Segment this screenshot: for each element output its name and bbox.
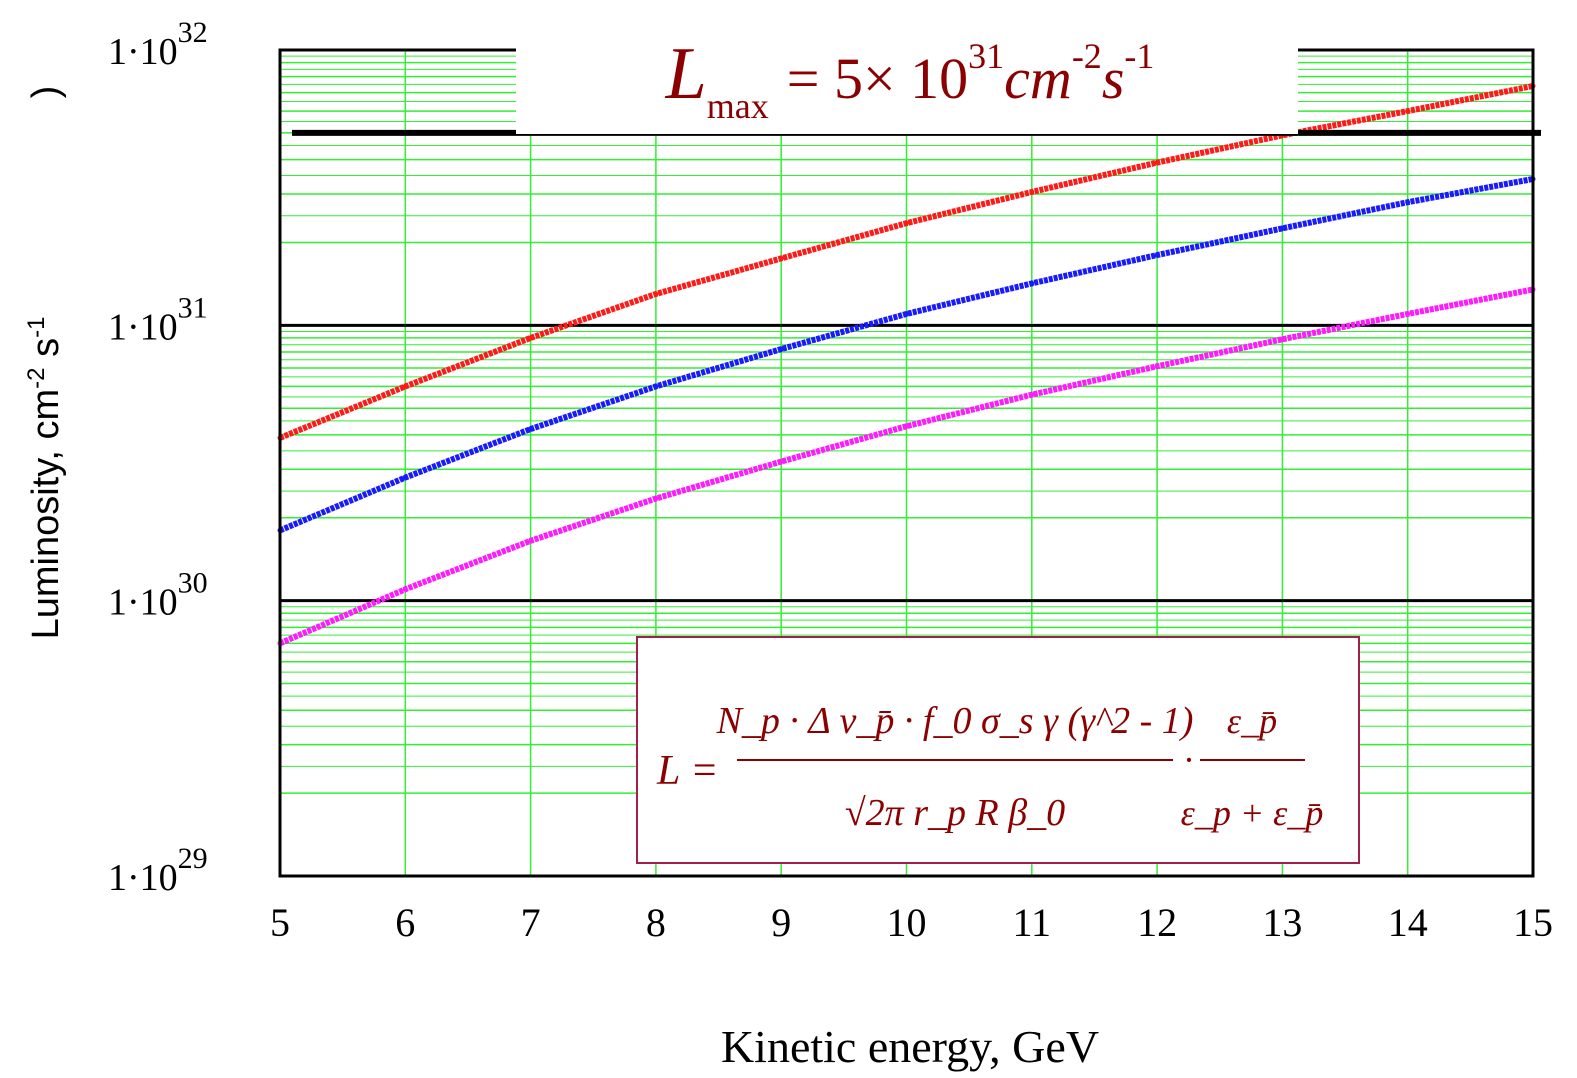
series-point [1154, 160, 1160, 166]
series-point [778, 346, 784, 352]
ylabel-exp2: -1 [23, 317, 50, 338]
title-symbol: L [665, 33, 707, 115]
series-point [1029, 280, 1035, 286]
series-point [904, 423, 909, 429]
series-point [653, 495, 659, 501]
series-point [904, 220, 909, 226]
series-point [1029, 189, 1035, 195]
x-tick-label: 11 [1013, 900, 1052, 945]
y-tick-label: 1·1030 [108, 567, 208, 624]
series-point [528, 335, 534, 341]
series-point [528, 426, 534, 432]
series-layer [277, 83, 1536, 647]
series-point [402, 383, 408, 389]
x-tick-label: 9 [771, 900, 791, 945]
series-point [1405, 108, 1411, 114]
series-point [904, 311, 909, 317]
series-point [1405, 199, 1411, 205]
series-point [778, 459, 784, 465]
series-point [1279, 336, 1285, 342]
title-exponent: 31 [968, 36, 1004, 76]
series-point [1405, 311, 1411, 317]
ylabel-mid: s [25, 338, 67, 368]
y-tick-label: 1·1031 [108, 291, 208, 348]
title-unit1-exp: -2 [1072, 36, 1102, 76]
x-tick-label: 6 [395, 900, 415, 945]
series-point [653, 383, 659, 389]
series-point [528, 538, 534, 544]
x-tick-label: 15 [1513, 900, 1553, 945]
title-unit2: s [1102, 46, 1125, 111]
series-point [1154, 363, 1160, 369]
x-tick-label: 14 [1388, 900, 1428, 945]
x-tick-labels: 5 6 7 8 9 10 11 12 13 14 15 [270, 900, 1553, 945]
series-point [653, 291, 659, 297]
x-axis-label: Kinetic energy, GeV [721, 1021, 1099, 1072]
title-background [516, 18, 1298, 134]
formula-lhs: L = [656, 748, 718, 794]
formula-box: L = N_p · Δ ν_p̄ · f_0 σ_s γ (γ^2 - 1) √… [636, 636, 1360, 864]
formula-numerator: N_p · Δ ν_p̄ · f_0 σ_s γ (γ^2 - 1) [716, 700, 1194, 742]
x-tick-label: 5 [270, 900, 290, 945]
title-unit1: cm [1004, 46, 1072, 111]
x-tick-label: 7 [521, 900, 541, 945]
title-text: = 5× 10 [787, 46, 968, 111]
series-point [402, 586, 408, 592]
formula-dot: · [1183, 740, 1195, 780]
series-point [402, 475, 408, 481]
series-point [778, 255, 784, 261]
x-tick-label: 8 [646, 900, 666, 945]
x-tick-label: 13 [1262, 900, 1302, 945]
series-point [1154, 252, 1160, 258]
title-unit2-exp: -1 [1124, 36, 1154, 76]
series-point [1029, 392, 1035, 398]
ylabel-text: Luminosity, cm [25, 389, 67, 640]
formula-eps-num: ε_p̄ [1227, 701, 1277, 741]
title-subscript: max [707, 86, 769, 126]
y-axis-label-bracket: ) [25, 86, 67, 99]
y-tick-label: 1·1032 [108, 16, 208, 73]
formula-frame [636, 636, 1360, 864]
formula-eps-den: ε_p + ε_p̄ [1181, 793, 1324, 833]
y-axis-label: Luminosity, cm-2 s-1 [23, 317, 67, 640]
x-tick-label: 12 [1137, 900, 1177, 945]
ylabel-exp1: -2 [23, 367, 50, 388]
chart-title: Lmax = 5× 1031cm-2s-1 [665, 33, 1155, 126]
y-tick-labels: 1·1029 1·1030 1·1031 1·1032 [108, 16, 208, 899]
x-tick-label: 10 [887, 900, 927, 945]
y-tick-label: 1·1029 [108, 842, 208, 899]
series-point [1279, 225, 1285, 231]
formula-denominator: √2π r_p R β_0 [845, 792, 1065, 834]
